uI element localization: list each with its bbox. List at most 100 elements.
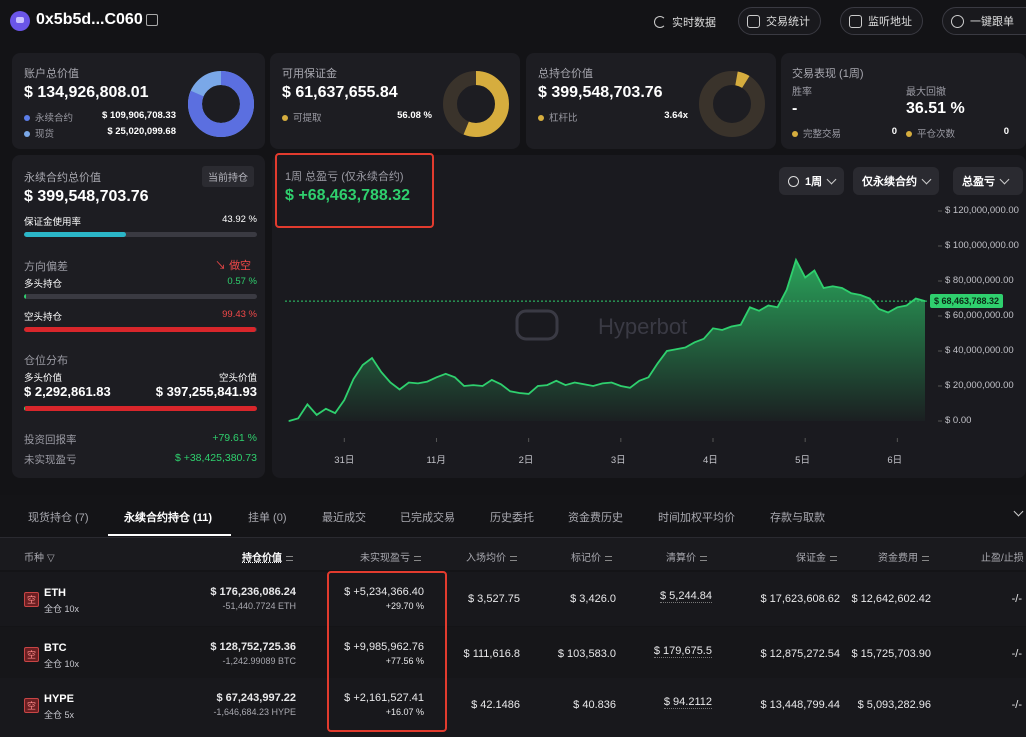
col-margin[interactable]: 保证金 <box>796 549 837 564</box>
col-mark[interactable]: 标记价 <box>571 549 612 564</box>
col-unrealized-label: 未实现盈亏 <box>360 553 410 564</box>
row-mark-price: $ 40.836 <box>573 699 616 711</box>
tab-order-history[interactable]: 历史委托 <box>490 512 534 524</box>
perp-panel: 永续合约总价值 当前持仓 $ 399,548,703.76 保证金使用率 43.9… <box>12 155 265 478</box>
tab-spot-positions[interactable]: 现货持仓 (7) <box>28 512 89 524</box>
pnl-point <box>611 381 613 384</box>
copy-trade-button[interactable]: 一键跟单 <box>942 7 1026 35</box>
pnl-point <box>352 378 355 380</box>
monitor-address-button[interactable]: 监听地址 <box>840 7 923 35</box>
tab-perp-positions[interactable]: 永续合约持仓 (11) <box>124 512 213 524</box>
sort-icon <box>510 555 517 561</box>
table-row[interactable] <box>0 627 1026 681</box>
highlight-unrealized-box <box>327 571 447 732</box>
spot-dot-icon <box>24 131 30 138</box>
tab-deposits-withdrawals[interactable]: 存款与取款 <box>770 512 825 524</box>
pnl-point <box>776 306 779 308</box>
row-liq-price: $ 179,675.5 <box>653 645 712 658</box>
trade-stats-button[interactable]: 交易统计 <box>738 7 821 35</box>
row-position-size: -1,646,684.23 HYPE <box>213 707 296 717</box>
distribution-bar <box>24 406 257 411</box>
copy-icon[interactable] <box>146 14 158 26</box>
col-coin[interactable]: 币种 ▽ <box>24 549 55 564</box>
y-tick-label: $ 0.00 <box>945 415 972 426</box>
pnl-point <box>592 385 594 387</box>
realtime-data-link[interactable]: 实时数据 <box>654 14 716 30</box>
pnl-point <box>804 276 806 279</box>
col-entry[interactable]: 入场均价 <box>466 549 517 564</box>
pnl-point <box>850 292 852 294</box>
short-value: $ 397,255,841.93 <box>155 384 257 399</box>
bias-label: 方向偏差 <box>24 261 68 273</box>
col-liq-label: 清算价 <box>666 553 696 564</box>
tab-open-orders[interactable]: 挂单 (0) <box>248 512 287 524</box>
closes-label: 平仓次数 <box>917 129 956 140</box>
col-unrealized[interactable]: 未实现盈亏 <box>360 549 421 564</box>
pnl-point <box>795 259 797 261</box>
sort-icon <box>605 555 612 561</box>
y-tick-label: $ 20,000,000.00 <box>945 380 1014 391</box>
pnl-point <box>703 338 705 340</box>
col-entry-label: 入场均价 <box>466 553 506 564</box>
table-row[interactable] <box>0 572 1026 626</box>
leverage-label: 杠杆比 <box>549 113 578 124</box>
row-liq-price: $ 5,244.84 <box>660 590 712 603</box>
bias-value: 做空 <box>229 260 252 272</box>
active-tab-indicator <box>108 534 231 536</box>
table-row[interactable] <box>0 678 1026 737</box>
refresh-icon <box>654 16 666 28</box>
col-position-value[interactable]: 持仓价值 <box>242 549 293 564</box>
pnl-point <box>915 297 917 300</box>
trade-stats-label: 交易统计 <box>766 16 810 28</box>
withdraw-pct: 56.08 % <box>397 110 432 121</box>
winrate-label: 胜率 <box>792 87 812 98</box>
pnl-point <box>426 381 428 383</box>
closes-dot-icon <box>906 131 912 138</box>
pnl-point <box>905 304 908 307</box>
row-tpsl[interactable]: -/- <box>1011 593 1022 605</box>
long-value: $ 2,292,861.83 <box>24 384 111 399</box>
leverage-row: 杠杆比 3.64x <box>538 110 688 124</box>
pnl-point <box>601 382 603 384</box>
pnl-point <box>528 393 530 395</box>
tab-completed-trades[interactable]: 已完成交易 <box>400 512 455 524</box>
pnl-point <box>675 348 677 350</box>
scope-select[interactable]: 仅永续合约 <box>853 167 939 195</box>
pnl-point <box>684 346 686 349</box>
period-select[interactable]: 1周 <box>779 167 845 195</box>
col-funding[interactable]: 资金费用 <box>878 549 929 564</box>
pnl-point <box>316 414 318 416</box>
row-tpsl[interactable]: -/- <box>1011 699 1022 711</box>
col-position-value-label: 持仓价值 <box>242 553 282 564</box>
tab-recent-fills[interactable]: 最近成交 <box>322 512 366 524</box>
account-total-value: $ 134,926,808.01 <box>24 84 149 101</box>
metric-select[interactable]: 总盈亏 <box>953 167 1023 195</box>
short-row: 空头持仓 99.43 % <box>24 309 257 323</box>
y-tick-label: $ 40,000,000.00 <box>945 345 1014 356</box>
pnl-point <box>408 381 410 384</box>
row-funding: $ 12,642,602.42 <box>851 593 931 605</box>
col-liq[interactable]: 清算价 <box>666 549 707 564</box>
pnl-point <box>749 306 751 308</box>
row-coin: BTC <box>44 642 67 654</box>
pnl-point <box>417 382 419 384</box>
row-funding: $ 15,725,703.90 <box>851 648 931 660</box>
pnl-point <box>380 371 382 373</box>
pnl-point <box>823 287 825 289</box>
x-tick-label: 3日 <box>610 455 626 466</box>
row-liq-price: $ 94.2112 <box>663 696 712 709</box>
row-margin: $ 12,875,272.54 <box>760 648 840 660</box>
wallet-avatar <box>10 11 30 31</box>
share-icon <box>951 14 964 28</box>
monitor-icon <box>849 14 862 28</box>
pnl-point <box>445 373 447 375</box>
margin-usage-row: 保证金使用率 43.92 % <box>24 214 257 228</box>
margin-usage-bar <box>24 232 257 237</box>
pnl-point <box>896 306 898 308</box>
row-tpsl[interactable]: -/- <box>1011 648 1022 660</box>
pnl-point <box>500 383 502 385</box>
short-bar <box>24 327 257 332</box>
tab-twap[interactable]: 时间加权平均价 <box>658 512 735 524</box>
available-margin-card: 可用保证金 $ 61,637,655.84 可提取 56.08 % <box>270 53 520 149</box>
tab-funding-history[interactable]: 资金费历史 <box>568 512 623 524</box>
